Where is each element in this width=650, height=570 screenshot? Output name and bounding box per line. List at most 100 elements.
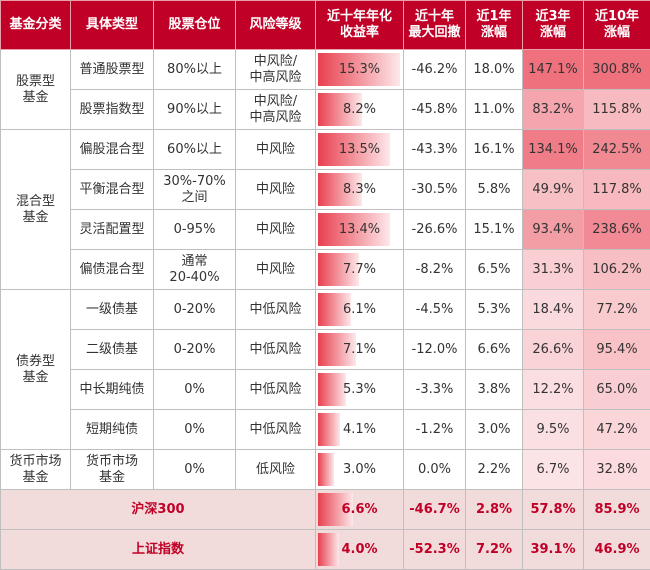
cell-text: 93.4% xyxy=(532,222,573,237)
cell-text: 47.2% xyxy=(596,422,637,437)
cell-text: 16.1% xyxy=(473,142,514,157)
cell-text: 二级债基 xyxy=(86,342,138,357)
cell-text: -3.3% xyxy=(416,382,454,397)
cell: 中低风险 xyxy=(236,370,316,410)
cell-text: 一级债基 xyxy=(86,302,138,317)
cell: 普通股票型 xyxy=(71,50,154,90)
cell-text: 2.8% xyxy=(476,502,512,517)
cell-text: 中长期纯债 xyxy=(79,382,144,397)
cell: 30%-70% 之间 xyxy=(154,170,236,210)
cell: 39.1% xyxy=(523,530,584,570)
cell-text: 31.3% xyxy=(532,262,573,277)
cell: 57.8% xyxy=(523,490,584,530)
cell-text: 中风险 xyxy=(256,182,295,197)
cell: 115.8% xyxy=(584,90,650,130)
cell-text: 9.5% xyxy=(536,422,569,437)
header-cell: 近十年年化 收益率 xyxy=(316,1,404,50)
cell: 8.3% xyxy=(316,170,404,210)
data-bar xyxy=(318,533,339,566)
cell-text: 5.3% xyxy=(477,302,510,317)
cell: 5.8% xyxy=(466,170,523,210)
header-cell: 风险等级 xyxy=(236,1,316,50)
cell: 6.1% xyxy=(316,290,404,330)
cell-text: 中风险 xyxy=(256,142,295,157)
cell: 0% xyxy=(154,410,236,450)
cell: 中低风险 xyxy=(236,290,316,330)
cell: 18.0% xyxy=(466,50,523,90)
cell-text: -45.8% xyxy=(412,102,458,117)
cell: 平衡混合型 xyxy=(71,170,154,210)
cell: 中风险 xyxy=(236,130,316,170)
cell-text: 3.0% xyxy=(343,462,376,477)
cell-text: -26.6% xyxy=(412,222,458,237)
cell-text: 32.8% xyxy=(596,462,637,477)
cell: -30.5% xyxy=(404,170,466,210)
cell: 中风险 xyxy=(236,210,316,250)
category-cell: 混合型 基金 xyxy=(1,130,71,290)
cell-text: 115.8% xyxy=(592,102,642,117)
cell-text: 80%以上 xyxy=(167,62,222,77)
cell: 中低风险 xyxy=(236,330,316,370)
cell-text: 7.2% xyxy=(476,542,512,557)
cell-text: 15.3% xyxy=(339,62,380,77)
cell: 106.2% xyxy=(584,250,650,290)
cell-text: 39.1% xyxy=(530,542,575,557)
cell-text: 77.2% xyxy=(596,302,637,317)
cell: 二级债基 xyxy=(71,330,154,370)
cell: 3.0% xyxy=(466,410,523,450)
cell-text: 8.2% xyxy=(343,102,376,117)
cell: -52.3% xyxy=(404,530,466,570)
cell-text: 147.1% xyxy=(528,62,578,77)
cell: 93.4% xyxy=(523,210,584,250)
cell-text: 26.6% xyxy=(532,342,573,357)
header-cell: 近十年 最大回撤 xyxy=(404,1,466,50)
cell-text: 中低风险 xyxy=(249,422,301,437)
cell: 3.8% xyxy=(466,370,523,410)
cell-text: 13.4% xyxy=(339,222,380,237)
cell: 中风险/ 中高风险 xyxy=(236,50,316,90)
header-cell: 近3年 涨幅 xyxy=(523,1,584,50)
cell: 85.9% xyxy=(584,490,650,530)
cell-text: 300.8% xyxy=(592,62,642,77)
cell-text: 30%-70% 之间 xyxy=(163,174,225,205)
category-cell: 货币市场 基金 xyxy=(1,450,71,490)
cell: 32.8% xyxy=(584,450,650,490)
cell: 中风险/ 中高风险 xyxy=(236,90,316,130)
cell: -26.6% xyxy=(404,210,466,250)
cell-text: 60%以上 xyxy=(167,142,222,157)
cell: 47.2% xyxy=(584,410,650,450)
cell: 49.9% xyxy=(523,170,584,210)
cell-text: -43.3% xyxy=(412,142,458,157)
cell: -4.5% xyxy=(404,290,466,330)
cell-text: 中低风险 xyxy=(249,342,301,357)
cell: 0% xyxy=(154,370,236,410)
cell: 238.6% xyxy=(584,210,650,250)
cell: 6.6% xyxy=(466,330,523,370)
cell-text: 5.8% xyxy=(477,182,510,197)
cell-text: 平衡混合型 xyxy=(79,182,144,197)
cell: 0.0% xyxy=(404,450,466,490)
cell-text: 57.8% xyxy=(530,502,575,517)
cell-text: 4.0% xyxy=(341,542,377,557)
header-cell: 近10年 涨幅 xyxy=(584,1,650,50)
cell-text: 11.0% xyxy=(473,102,514,117)
cell-text: 6.6% xyxy=(341,502,377,517)
cell-text: -4.5% xyxy=(416,302,454,317)
cell: 通常 20-40% xyxy=(154,250,236,290)
cell-text: 15.1% xyxy=(473,222,514,237)
cell: 2.2% xyxy=(466,450,523,490)
cell-text: 106.2% xyxy=(592,262,642,277)
cell-text: 238.6% xyxy=(592,222,642,237)
cell: 13.4% xyxy=(316,210,404,250)
cell-text: 货币市场 基金 xyxy=(86,454,138,485)
cell-text: 117.8% xyxy=(592,182,642,197)
cell: 7.1% xyxy=(316,330,404,370)
cell-text: -12.0% xyxy=(412,342,458,357)
category-cell: 股票型 基金 xyxy=(1,50,71,130)
header-cell: 基金分类 xyxy=(1,1,71,50)
cell: 6.5% xyxy=(466,250,523,290)
cell: 中风险 xyxy=(236,170,316,210)
